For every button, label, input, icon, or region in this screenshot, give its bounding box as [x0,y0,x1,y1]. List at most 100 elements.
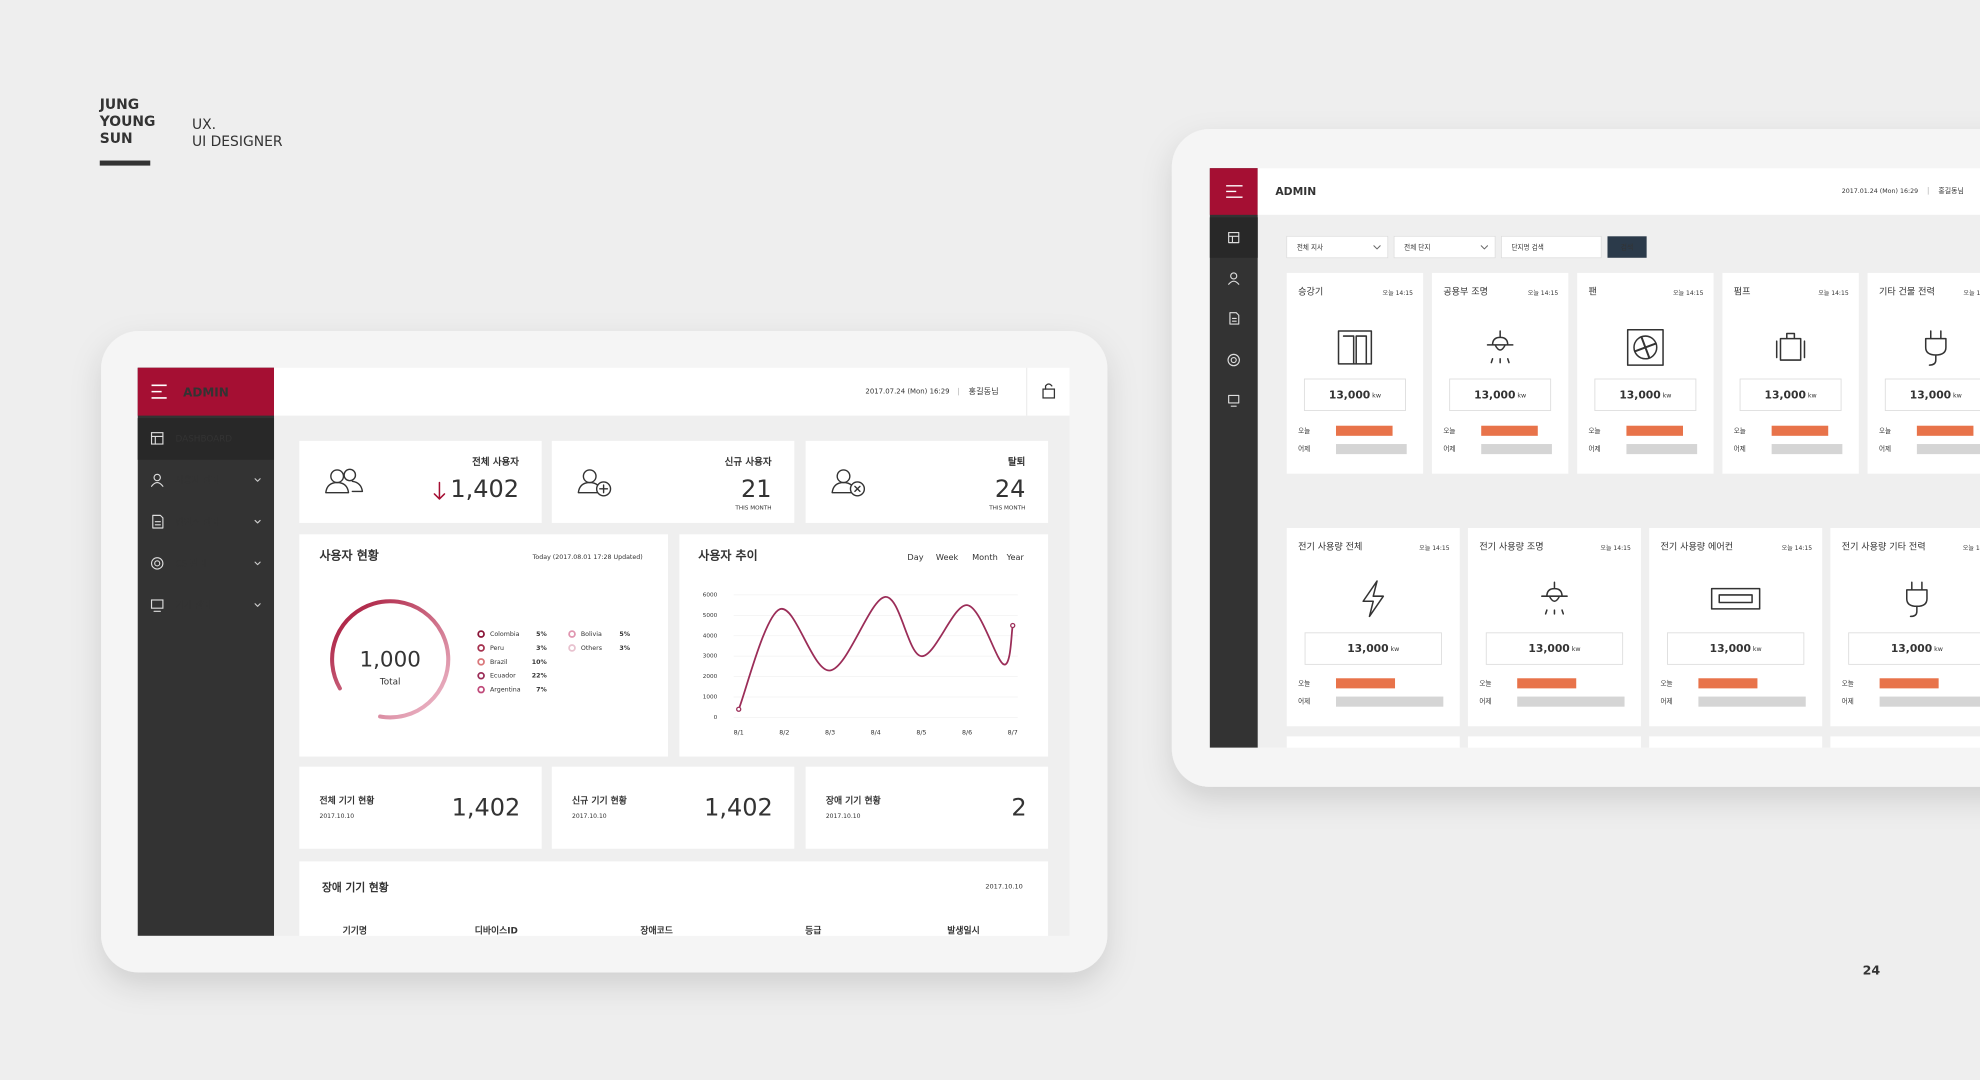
y-tick-label: 2000 [703,674,718,680]
lock-button[interactable] [1042,383,1056,399]
menu-item[interactable]: 기기 관리 [150,599,261,612]
user-name: 홍길동님 [969,386,999,396]
card-value: 13,000 kw [1765,388,1817,401]
value-number: 13,000 [1891,642,1932,655]
icon [1924,330,1947,366]
yesterday-label: 어제 [1479,697,1491,706]
menu-item[interactable]: CS 관리 [150,557,261,570]
y-tick-label: 5000 [703,613,718,619]
chart-tab[interactable]: Week [936,552,959,562]
today-label: 오늘 [1298,427,1310,435]
stat-note: THIS MONTH [988,505,1025,511]
yesterday-label: 어제 [1589,444,1601,453]
card [299,766,542,849]
menu-item[interactable] [1228,272,1240,285]
filter-select[interactable]: 전체 지사 [1286,235,1389,259]
menu-item[interactable] [1229,312,1240,325]
card-title: 공용부 조명 [1443,286,1488,297]
select-label: 전체 지사 [1297,243,1323,252]
card-time: 오늘 14:15 [1673,290,1704,297]
legend-dot [477,671,485,680]
value-number: 13,000 [1329,388,1370,401]
icon [351,480,364,493]
card-title: 펌프 [1734,285,1751,297]
table-header: 발생일시 [947,924,980,936]
today-bar [1698,678,1758,689]
card-value: 13,000 kw [1347,642,1399,655]
yesterday-bar [1335,444,1407,455]
menu-item[interactable]: 컨텐츠 관리 [152,514,261,529]
table-header: 디바이스ID [475,924,518,936]
value-number: 13,000 [1347,642,1388,655]
card-title: 전기 사용량 조명 [1479,540,1543,552]
x-tick-label: 8/6 [962,730,972,737]
trend-point [1010,622,1016,629]
device-value: 2 [1011,793,1026,821]
stat-value: 24 [995,475,1026,503]
menu-item[interactable] [1227,353,1240,367]
filter-select[interactable]: 전체 단지 [1393,235,1496,259]
menu-item[interactable]: DASHBOARD [137,418,275,460]
x-tick-label: 8/4 [871,730,881,737]
card-value: 13,000 kw [1528,642,1580,655]
search-input[interactable]: 단지명 검색 [1501,235,1602,259]
legend-name: Argentina [490,687,521,694]
x-tick-label: 8/3 [825,730,835,737]
menu-icon [1228,272,1240,285]
icon [1626,328,1664,366]
search-button[interactable]: 검색 [1607,236,1647,258]
legend-item: Colombia 5% [477,630,547,638]
card-value: 13,000 kw [1329,388,1381,401]
card-time: 오늘 14:15 [1818,290,1849,297]
chart-tab[interactable]: Month [972,552,998,562]
panel-title: 사용자 추이 [698,547,757,562]
device-value: 1,402 [452,793,521,821]
menu-icon [150,435,164,445]
card-time: 오늘 14:15 [1383,290,1414,297]
menu-icon [1229,312,1240,325]
menu-icon [1228,394,1240,407]
today-bar [1916,425,1974,436]
menu-icon [1227,353,1240,367]
chart-tab[interactable]: Year [1006,552,1025,562]
yesterday-label: 어제 [1298,697,1310,706]
stat-label: 전체 사용자 [472,456,519,468]
value-unit: kw [1372,392,1381,399]
x-tick-label: 8/5 [916,730,926,737]
card [1830,736,1980,748]
chart-tab[interactable]: Day [907,552,923,562]
legend-share: 5% [536,631,547,638]
legend-item: Bolivia 5% [568,630,631,638]
value-box [1594,378,1697,412]
menu-label: 사용자 관리 [176,475,219,486]
device-card: 전체 기기 현황 2017.10.10 1,402 [299,766,542,849]
card [1867,272,1980,474]
menu-item[interactable]: 사용자 관리 [150,473,261,487]
yesterday-bar [1771,444,1843,455]
card [1649,528,1823,727]
menu-item[interactable] [1209,217,1258,258]
menu-item[interactable] [1228,394,1240,407]
legend-item: Ecuador 22% [477,671,547,680]
menu-icon [150,481,164,487]
card-title: 전기 사용량 전체 [1298,540,1362,552]
menu-label: CS 관리 [176,558,207,569]
value-unit: kw [1663,392,1672,399]
datetime: 2017.07.24 (Mon) 16:29 [865,388,949,396]
value-unit: kw [1753,646,1762,653]
value-number: 13,000 [1474,388,1515,401]
legend-dot [568,644,576,652]
card-time: 오늘 14:15 [1963,545,1980,552]
designer-role: UX. [192,117,216,133]
card-value: 13,000 kw [1710,642,1762,655]
datetime: 2017.01.24 (Mon) 16:29 [1842,188,1918,195]
card [1286,272,1424,474]
sidebar [137,367,275,936]
icon [1906,581,1928,618]
select-box [1286,235,1389,259]
